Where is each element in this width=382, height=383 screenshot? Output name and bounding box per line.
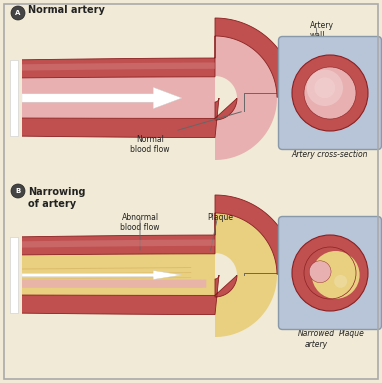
Text: A: A — [15, 10, 21, 16]
Circle shape — [304, 67, 356, 119]
Circle shape — [314, 77, 335, 98]
Text: Abnormal
blood flow: Abnormal blood flow — [120, 213, 160, 232]
Polygon shape — [8, 18, 295, 97]
Text: Narrowed
artery: Narrowed artery — [298, 329, 335, 349]
Bar — [10, 237, 18, 313]
Polygon shape — [8, 213, 277, 337]
Text: Normal
blood flow: Normal blood flow — [130, 135, 170, 154]
Polygon shape — [8, 275, 237, 314]
Bar — [0, 59, 22, 137]
Text: B: B — [15, 188, 21, 194]
Circle shape — [309, 261, 331, 283]
Text: Plaque: Plaque — [339, 329, 365, 339]
Polygon shape — [17, 280, 206, 288]
Text: Narrowing
of artery: Narrowing of artery — [28, 187, 86, 209]
Polygon shape — [8, 36, 277, 160]
FancyArrow shape — [22, 270, 182, 280]
Polygon shape — [8, 62, 215, 71]
Text: Artery
wall: Artery wall — [310, 21, 334, 40]
Polygon shape — [8, 195, 295, 274]
Circle shape — [11, 6, 25, 20]
Polygon shape — [8, 98, 237, 137]
FancyArrow shape — [22, 87, 182, 109]
Circle shape — [292, 235, 368, 311]
Circle shape — [307, 70, 343, 106]
Circle shape — [312, 251, 359, 299]
Text: Plaque: Plaque — [207, 213, 233, 222]
Circle shape — [292, 55, 368, 131]
FancyBboxPatch shape — [278, 216, 382, 329]
FancyBboxPatch shape — [278, 36, 382, 149]
Circle shape — [334, 275, 347, 288]
Bar — [0, 236, 22, 314]
Circle shape — [11, 184, 25, 198]
Polygon shape — [8, 239, 215, 248]
Text: Artery cross-section: Artery cross-section — [292, 149, 368, 159]
Text: Normal artery: Normal artery — [28, 5, 105, 15]
Bar — [10, 60, 18, 136]
